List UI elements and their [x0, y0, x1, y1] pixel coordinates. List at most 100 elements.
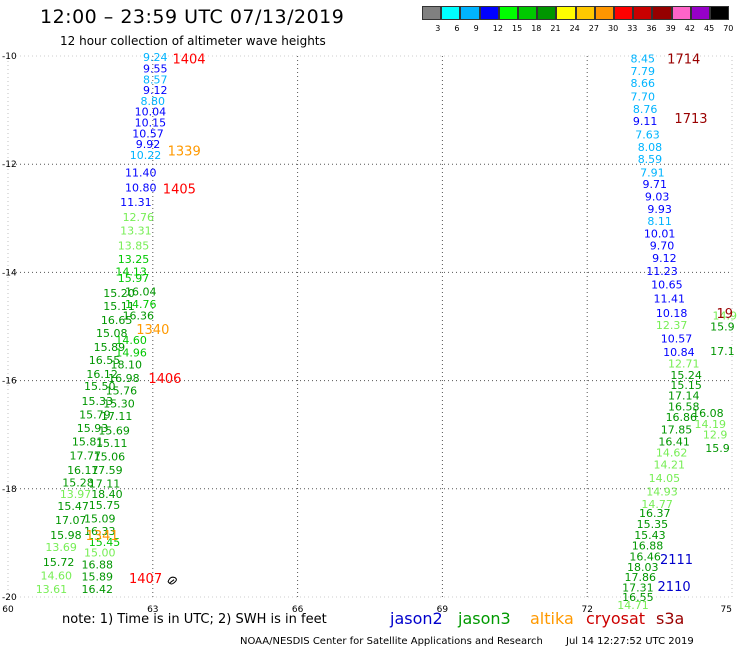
wave-height-value: 15.79	[79, 409, 111, 422]
wave-height-value: 15.35	[637, 518, 669, 531]
lon-tick-label: 75	[721, 605, 732, 615]
pass-time-label: 19	[716, 307, 733, 322]
wave-height-value: 9.12	[652, 252, 677, 265]
wave-height-value: 16.55	[622, 591, 654, 604]
wave-height-value: 16.12	[86, 368, 118, 381]
wave-height-value: 9.11	[633, 115, 658, 128]
color-scale-label: 3	[435, 24, 441, 33]
wave-height-value: 15.98	[50, 529, 82, 542]
wave-height-value: 14.77	[641, 498, 673, 511]
wave-height-value: 15.09	[84, 513, 116, 526]
wave-height-value: 17.1	[710, 345, 735, 358]
wave-height-value: 17.11	[89, 477, 121, 490]
color-scale-label: 21	[550, 24, 561, 33]
pass-time-label: 1713	[674, 112, 707, 127]
wave-height-value: 10.84	[663, 346, 695, 359]
color-scale-swatch	[556, 6, 576, 20]
wave-height-value: 7.63	[635, 128, 660, 141]
pass-time-label: 1714	[667, 53, 700, 68]
wave-height-value: 8.11	[647, 215, 672, 228]
wave-height-value: 16.88	[632, 540, 664, 553]
color-scale-label: 18	[531, 24, 542, 33]
wave-height-value: 14.21	[654, 458, 686, 471]
map-axes: 60 63 66 69 72 75 -10 -12 -14 -16 -18 -20	[2, 52, 732, 615]
wave-height-value: 12.9	[703, 429, 728, 442]
wave-height-value: 17.11	[101, 410, 133, 423]
pass-time-label: 1405	[163, 183, 196, 198]
color-scale-swatch	[575, 6, 595, 20]
lat-tick-label: -10	[2, 52, 17, 62]
wave-height-value: 8.08	[638, 141, 663, 154]
lon-tick-label: 72	[581, 605, 592, 615]
wave-height-value: 15.9	[710, 321, 735, 334]
wave-height-value: 8.59	[638, 153, 663, 166]
wave-height-value: 7.91	[640, 166, 665, 179]
wave-height-value: 16.42	[82, 583, 114, 596]
wave-height-value: 13.69	[45, 541, 77, 554]
wave-height-value: 13.25	[118, 253, 150, 266]
pass-time-label: 2111	[660, 553, 693, 568]
wave-height-value: 12.37	[656, 319, 688, 332]
wave-height-value: 9.55	[143, 62, 168, 75]
wave-height-value: 10.04	[135, 106, 167, 119]
wave-height-value: 7.70	[630, 91, 655, 104]
lat-tick-label: -20	[2, 593, 17, 603]
wave-height-value: 14.05	[649, 472, 681, 485]
wave-height-value: 14.19	[695, 418, 727, 431]
footer-credit: NOAA/NESDIS Center for Satellite Applica…	[240, 636, 543, 647]
color-scale-label: 12	[492, 24, 503, 33]
wave-height-value: 9.71	[643, 178, 668, 191]
lat-tick-label: -18	[2, 485, 17, 495]
color-scale-label: 15	[512, 24, 523, 33]
color-scale-swatch	[710, 6, 730, 20]
wave-height-value: 10.65	[651, 278, 683, 291]
color-scale-label: 42	[684, 24, 695, 33]
wave-height-value: 14.62	[656, 447, 688, 460]
wave-height-value: 14.60	[115, 334, 147, 347]
wave-height-value: 8.76	[633, 103, 658, 116]
wave-height-value: 9.12	[143, 84, 168, 97]
wave-height-value: 15.28	[62, 476, 94, 489]
wave-height-value: 15.08	[96, 327, 128, 340]
wave-height-value: 15.97	[118, 272, 150, 285]
wave-height-value: 15.89	[94, 341, 126, 354]
wave-height-value: 16.17	[67, 464, 99, 477]
wave-height-value: 18.40	[91, 488, 123, 501]
satellite-legend-jason3: jason3	[458, 609, 511, 628]
color-scale-label: 27	[588, 24, 599, 33]
color-scale-label: 70	[723, 24, 734, 33]
wave-height-value: 15.45	[89, 536, 121, 549]
wave-height-value: 14.93	[646, 486, 678, 499]
wave-height-value: 9.24	[143, 51, 168, 64]
wave-height-value: 16.46	[629, 550, 661, 563]
color-scale-label: 39	[665, 24, 676, 33]
pass-time-label: 1407	[129, 572, 162, 587]
wave-height-value: 16.33	[84, 525, 116, 538]
page-title: 12:00 – 23:59 UTC 07/13/2019	[40, 6, 345, 28]
color-scale-swatch	[537, 6, 557, 20]
color-scale-swatch	[518, 6, 538, 20]
wave-height-value: 11.40	[125, 166, 157, 179]
wave-height-value: 13.61	[36, 583, 68, 596]
color-scale-label: 45	[704, 24, 715, 33]
wave-height-value: 8.66	[630, 77, 655, 90]
satellite-legend-altika: altika	[530, 609, 574, 628]
wave-height-value: 15.81	[72, 436, 104, 449]
wave-height-value: 14.60	[41, 569, 73, 582]
color-scale-swatch	[479, 6, 499, 20]
wave-height-value: 9.03	[645, 191, 670, 204]
wave-height-value: 10.15	[135, 117, 167, 130]
color-scale-label: 9	[473, 24, 479, 33]
legend-note: note: 1) Time is in UTC; 2) SWH is in fe…	[62, 612, 327, 627]
satellite-legend-s3a: s3a	[656, 609, 685, 628]
island-icon	[167, 576, 177, 585]
lon-tick-label: 66	[292, 605, 304, 615]
color-scale-swatch	[594, 6, 614, 20]
wave-height-value: 14.9	[713, 310, 738, 323]
wave-height-value: 17.86	[625, 571, 657, 584]
island-outline	[167, 576, 177, 585]
wave-height-value: 18.03	[627, 561, 659, 574]
wave-height-value: 15.72	[43, 556, 75, 569]
wave-height-value: 17.77	[69, 449, 101, 462]
color-scale-swatch	[441, 6, 461, 20]
